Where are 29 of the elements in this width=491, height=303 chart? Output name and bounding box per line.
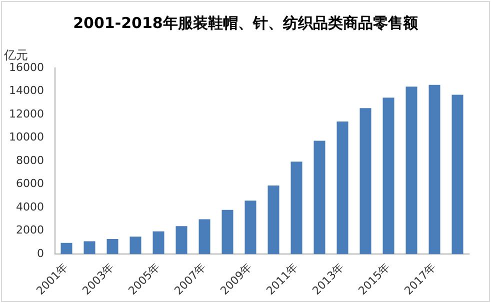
bar (152, 231, 164, 254)
y-tick-label: 12000 (8, 107, 44, 120)
bar (130, 236, 142, 254)
bar (314, 140, 326, 254)
y-tick-label: 6000 (16, 177, 44, 190)
bar (222, 210, 234, 254)
y-axis-title: 亿元 (3, 48, 28, 62)
bar (84, 241, 96, 254)
y-tick-label: 8000 (16, 154, 44, 167)
y-tick-label: 0 (36, 246, 44, 260)
y-tick-label: 10000 (8, 130, 44, 144)
y-tick-label: 14000 (8, 84, 44, 98)
bar (290, 162, 302, 254)
y-tick-label: 4000 (16, 200, 44, 214)
bar (382, 98, 394, 254)
bar (406, 86, 418, 254)
bar (176, 226, 188, 254)
bar (106, 238, 118, 254)
bar (452, 94, 464, 254)
bar (360, 108, 372, 254)
bar (336, 122, 348, 254)
bar (198, 219, 210, 254)
y-tick-label: 16000 (8, 60, 44, 74)
bar (268, 185, 280, 254)
bar (60, 242, 72, 254)
bar (428, 84, 440, 254)
bar (244, 200, 256, 254)
chart-title: 2001-2018年服装鞋帽、针、纺织品类商品零售额 (72, 14, 419, 33)
y-tick-label: 2000 (16, 224, 44, 237)
